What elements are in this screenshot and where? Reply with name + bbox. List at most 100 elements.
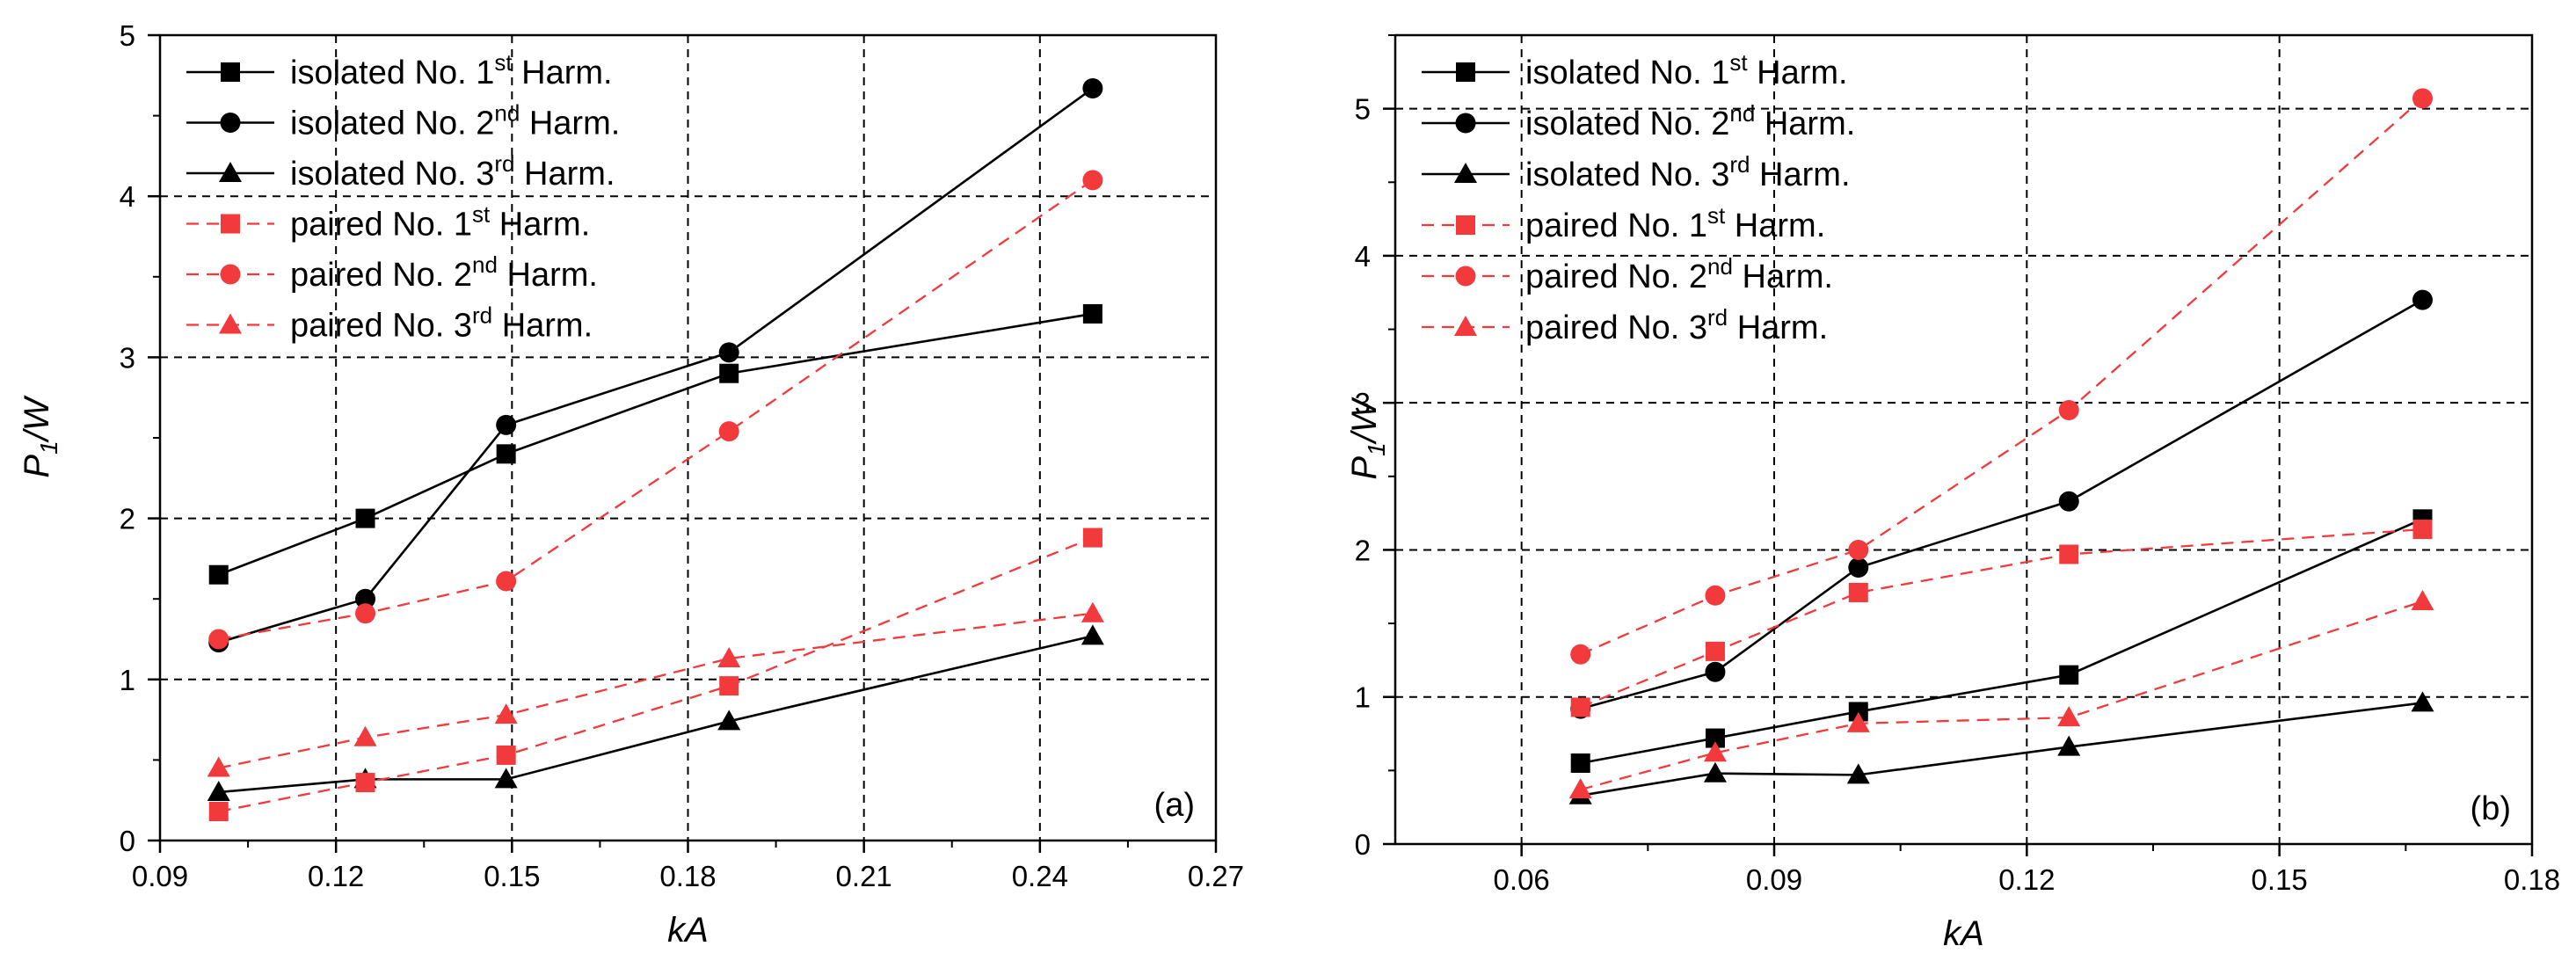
panel-label: (b) <box>2470 790 2511 827</box>
series-line <box>218 612 1094 769</box>
data-point <box>717 710 741 731</box>
y-axis-label: P1/W <box>18 395 62 477</box>
data-point <box>1846 711 1870 732</box>
y-axis-label-main: P <box>1345 456 1384 480</box>
legend-label-main: isolated No. 1 <box>1525 55 1729 91</box>
data-point <box>718 342 739 363</box>
data-point <box>207 756 230 777</box>
legend-label: isolated No. 3rd Harm. <box>290 150 615 193</box>
data-point <box>1082 170 1103 191</box>
legend-label-tail: Harm. <box>520 106 620 142</box>
legend-label-sup: rd <box>1707 304 1728 331</box>
y-tick-label: 1 <box>120 664 135 696</box>
legend-label-main: paired No. 2 <box>290 257 472 294</box>
x-tick-label: 0.09 <box>1746 863 1802 896</box>
x-axis: 0.09 0.12 0.15 0.18 0.21 0.24 0.27 <box>132 841 1244 892</box>
x-tick-label: 0.12 <box>308 860 364 892</box>
y-tick-label: 0 <box>1355 828 1371 861</box>
series-line <box>218 312 1094 576</box>
series-paired-3 <box>1568 590 2434 799</box>
y-tick-label: 5 <box>1355 93 1371 126</box>
legend-label: isolated No. 1st Harm. <box>290 49 613 91</box>
legend-label-sup: rd <box>494 150 514 177</box>
series-isolated-2 <box>1570 289 2433 719</box>
data-point <box>2412 88 2433 109</box>
data-point <box>1848 557 1869 579</box>
legend-label: paired No. 3rd Harm. <box>290 302 593 345</box>
legend-label: paired No. 1st Harm. <box>1525 202 1825 244</box>
legend-label-sup: st <box>494 49 513 76</box>
data-point <box>496 414 517 435</box>
y-tick-label: 5 <box>120 19 135 52</box>
legend-marker <box>219 313 242 334</box>
legend-label: isolated No. 2nd Harm. <box>290 100 620 142</box>
x-tick-label: 0.27 <box>1188 860 1244 892</box>
grid-lines <box>1395 35 2532 844</box>
chart-panel-a: 0.09 0.12 0.15 0.18 0.21 0.24 0.27012345kAP1/W… <box>18 19 1244 950</box>
data-point <box>2412 289 2433 310</box>
series-isolated-3 <box>207 624 1104 802</box>
y-tick-label: 2 <box>1355 534 1371 566</box>
legend-marker <box>1454 163 1477 183</box>
x-tick-label: 0.18 <box>659 860 716 892</box>
legend-label: isolated No. 3rd Harm. <box>1525 151 1851 193</box>
grid-lines <box>160 35 1216 841</box>
legend-label-main: paired No. 3 <box>1525 309 1707 346</box>
legend-item-6: paired No. 3rd Harm. <box>186 302 593 345</box>
legend-item-5: paired No. 2nd Harm. <box>186 251 598 294</box>
plot-frame <box>1394 33 2534 846</box>
legend-label-tail: Harm. <box>1748 55 1848 91</box>
series-paired-2 <box>1570 88 2433 665</box>
legend-label-tail: Harm. <box>498 257 598 294</box>
legend-label-tail: Harm. <box>1725 207 1825 244</box>
x-axis-label: kA <box>667 911 709 950</box>
chart-panel-b: 0.06 0.09 0.12 0.15 0.18012345kAP1/W(b)isola… <box>1345 33 2560 953</box>
series-line <box>218 178 1094 641</box>
y-axis: 0 1 2 3 4 5 <box>120 19 160 857</box>
data-point <box>496 571 517 592</box>
legend-label-sup: st <box>1729 49 1748 76</box>
legend-item-2: isolated No. 2nd Harm. <box>1422 100 1855 142</box>
data-point <box>1082 303 1102 324</box>
data-point <box>1705 728 1725 748</box>
legend-label-main: isolated No. 1 <box>290 55 494 91</box>
legend-marker <box>220 264 241 285</box>
x-tick-label: 0.15 <box>484 860 540 892</box>
series-isolated-1 <box>208 303 1102 585</box>
y-axis-label-main: P <box>18 455 56 478</box>
data-point <box>1848 702 1868 722</box>
legend-label-sup: st <box>1707 202 1726 229</box>
data-point <box>355 588 376 609</box>
data-point <box>2057 706 2081 727</box>
legend-marker <box>1455 113 1476 134</box>
data-point <box>207 781 230 802</box>
series-line <box>218 536 1094 813</box>
legend-marker <box>220 113 241 133</box>
legend-marker <box>221 62 240 82</box>
data-point <box>1848 539 1869 560</box>
legend-label-sup: nd <box>1729 100 1755 127</box>
data-point <box>2059 544 2079 564</box>
data-point <box>1705 661 1726 682</box>
legend-label: paired No. 3rd Harm. <box>1525 304 1828 346</box>
data-point <box>208 802 229 822</box>
legend-label-main: paired No. 1 <box>290 207 472 244</box>
y-tick-label: 3 <box>1355 387 1371 419</box>
data-point <box>1848 582 1868 602</box>
data-point <box>1081 624 1104 645</box>
data-point <box>717 646 741 667</box>
legend-label: paired No. 2nd Harm. <box>290 251 598 294</box>
legend-label-main: paired No. 1 <box>1525 207 1707 244</box>
data-point <box>1082 77 1103 98</box>
x-tick-label: 0.06 <box>1494 863 1550 896</box>
data-point <box>1570 753 1590 773</box>
y-axis-label-sub: 1 <box>1363 442 1390 456</box>
data-point <box>355 773 375 793</box>
legend-marker <box>1454 316 1477 336</box>
x-axis: 0.06 0.09 0.12 0.15 0.18 <box>1494 844 2560 896</box>
legend-label-sup: rd <box>1729 151 1750 178</box>
legend-label-tail: Harm. <box>515 156 615 193</box>
legend-label-tail: Harm. <box>513 55 613 91</box>
legend-item-1: isolated No. 1st Harm. <box>1422 49 1848 91</box>
data-point <box>208 629 229 650</box>
